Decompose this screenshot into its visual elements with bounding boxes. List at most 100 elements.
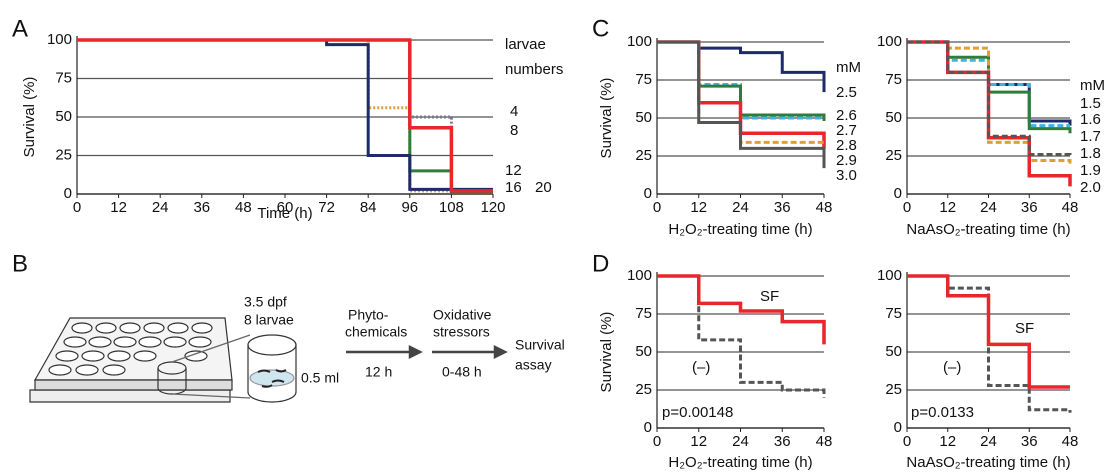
diagram-label: 12 h (365, 364, 392, 380)
legend-label: 12 (505, 162, 522, 179)
x-tick-label: 36 (1021, 199, 1038, 216)
x-tick-label: 12 (110, 199, 127, 216)
x-tick-label: 12 (690, 433, 707, 450)
survival-line (77, 38, 493, 193)
legend-label: 2.9 (836, 152, 857, 169)
x-axis-label: NaAsO₂-treating time (h) (906, 454, 1070, 471)
survival-line (657, 274, 826, 345)
y-tick-label: 75 (885, 305, 902, 322)
diagram-label: chemicals (345, 324, 407, 340)
legend-label: 1.9 (1080, 162, 1101, 179)
x-tick-label: 12 (939, 199, 956, 216)
survival-line (907, 274, 1072, 413)
y-axis-label: Survival (%) (598, 78, 615, 159)
diagram-label: 0.5 ml (301, 370, 339, 386)
plate (29, 317, 297, 403)
x-tick-label: 48 (235, 199, 252, 216)
x-tick-label: 12 (939, 433, 956, 450)
y-tick-label: 50 (885, 343, 902, 360)
y-tick-label: 25 (55, 146, 72, 163)
x-tick-label: 24 (980, 433, 997, 450)
x-tick-label: 36 (774, 199, 791, 216)
x-axis-label: NaAsO₂-treating time (h) (906, 221, 1070, 238)
legend-title: numbers (505, 61, 563, 78)
y-tick-label: 0 (894, 185, 902, 202)
survival-line (77, 38, 493, 194)
legend-label: 2.8 (836, 137, 857, 154)
x-tick-label: 12 (690, 199, 707, 216)
panel-label: D (592, 250, 609, 277)
x-tick-label: 36 (774, 433, 791, 450)
y-tick-label: 75 (885, 71, 902, 88)
legend-label: 3.0 (836, 167, 857, 184)
y-tick-label: 100 (877, 33, 902, 50)
x-tick-label: 108 (439, 199, 464, 216)
y-tick-label: 100 (47, 31, 72, 48)
annotation: (–) (943, 359, 961, 376)
x-tick-label: 72 (318, 199, 335, 216)
x-axis-label: H₂O₂-treating time (h) (668, 221, 812, 238)
legend-label: 20 (535, 179, 552, 196)
y-axis-label: Survival (%) (21, 77, 38, 158)
survival-line (907, 40, 1072, 164)
x-tick-label: 48 (1062, 433, 1079, 450)
legend-label: 16 (505, 179, 522, 196)
y-tick-label: 0 (64, 185, 72, 202)
x-tick-label: 24 (732, 199, 749, 216)
y-axis-label: Survival (%) (598, 312, 615, 393)
legend-label: 2.6 (836, 107, 857, 124)
survival-line (657, 274, 826, 398)
y-tick-label: 25 (635, 381, 652, 398)
y-tick-label: 0 (644, 185, 652, 202)
x-tick-label: 0 (903, 433, 911, 450)
annotation: p=0.0133 (911, 404, 974, 421)
x-tick-label: 48 (1062, 199, 1079, 216)
x-tick-label: 36 (193, 199, 210, 216)
x-axis-label: H₂O₂-treating time (h) (668, 454, 812, 471)
legend-label: 1.8 (1080, 145, 1101, 162)
annotation: p=0.00148 (662, 404, 733, 421)
x-tick-label: 96 (401, 199, 418, 216)
x-tick-label: 48 (816, 199, 833, 216)
y-tick-label: 50 (635, 109, 652, 126)
x-tick-label: 84 (360, 199, 377, 216)
x-tick-label: 24 (152, 199, 169, 216)
x-tick-label: 0 (653, 433, 661, 450)
legend-label: 4 (510, 103, 518, 120)
x-tick-label: 24 (732, 433, 749, 450)
x-tick-label: 120 (480, 199, 505, 216)
survival-line (907, 274, 1070, 389)
survival-line (657, 40, 826, 169)
annotation: SF (760, 288, 779, 305)
diagram-label: assay (515, 357, 552, 373)
legend-title: mM (1080, 77, 1105, 94)
y-tick-label: 25 (885, 381, 902, 398)
y-tick-label: 50 (635, 343, 652, 360)
x-tick-label: 48 (816, 433, 833, 450)
y-tick-label: 100 (627, 267, 652, 284)
x-tick-label: 0 (653, 199, 661, 216)
y-tick-label: 0 (644, 419, 652, 436)
diagram-label: 3.5 dpf (244, 294, 287, 310)
legend-title: larvae (505, 36, 546, 53)
x-tick-label: 0 (73, 199, 81, 216)
survival-line (77, 38, 493, 191)
x-tick-label: 60 (277, 199, 294, 216)
panel-label: C (592, 15, 609, 42)
diagram-label: stressors (433, 324, 490, 340)
y-tick-label: 50 (885, 109, 902, 126)
panel-label: A (12, 15, 28, 42)
y-tick-label: 75 (635, 305, 652, 322)
legend-label: 2.0 (1080, 179, 1101, 196)
annotation: (–) (692, 359, 710, 376)
y-tick-label: 75 (635, 71, 652, 88)
x-tick-label: 36 (1021, 433, 1038, 450)
y-tick-label: 25 (635, 147, 652, 164)
legend-label: 1.5 (1080, 95, 1101, 112)
legend-label: 2.5 (836, 84, 857, 101)
legend-label: 2.7 (836, 122, 857, 139)
annotation: SF (1015, 320, 1034, 337)
legend-label: 8 (510, 122, 518, 139)
